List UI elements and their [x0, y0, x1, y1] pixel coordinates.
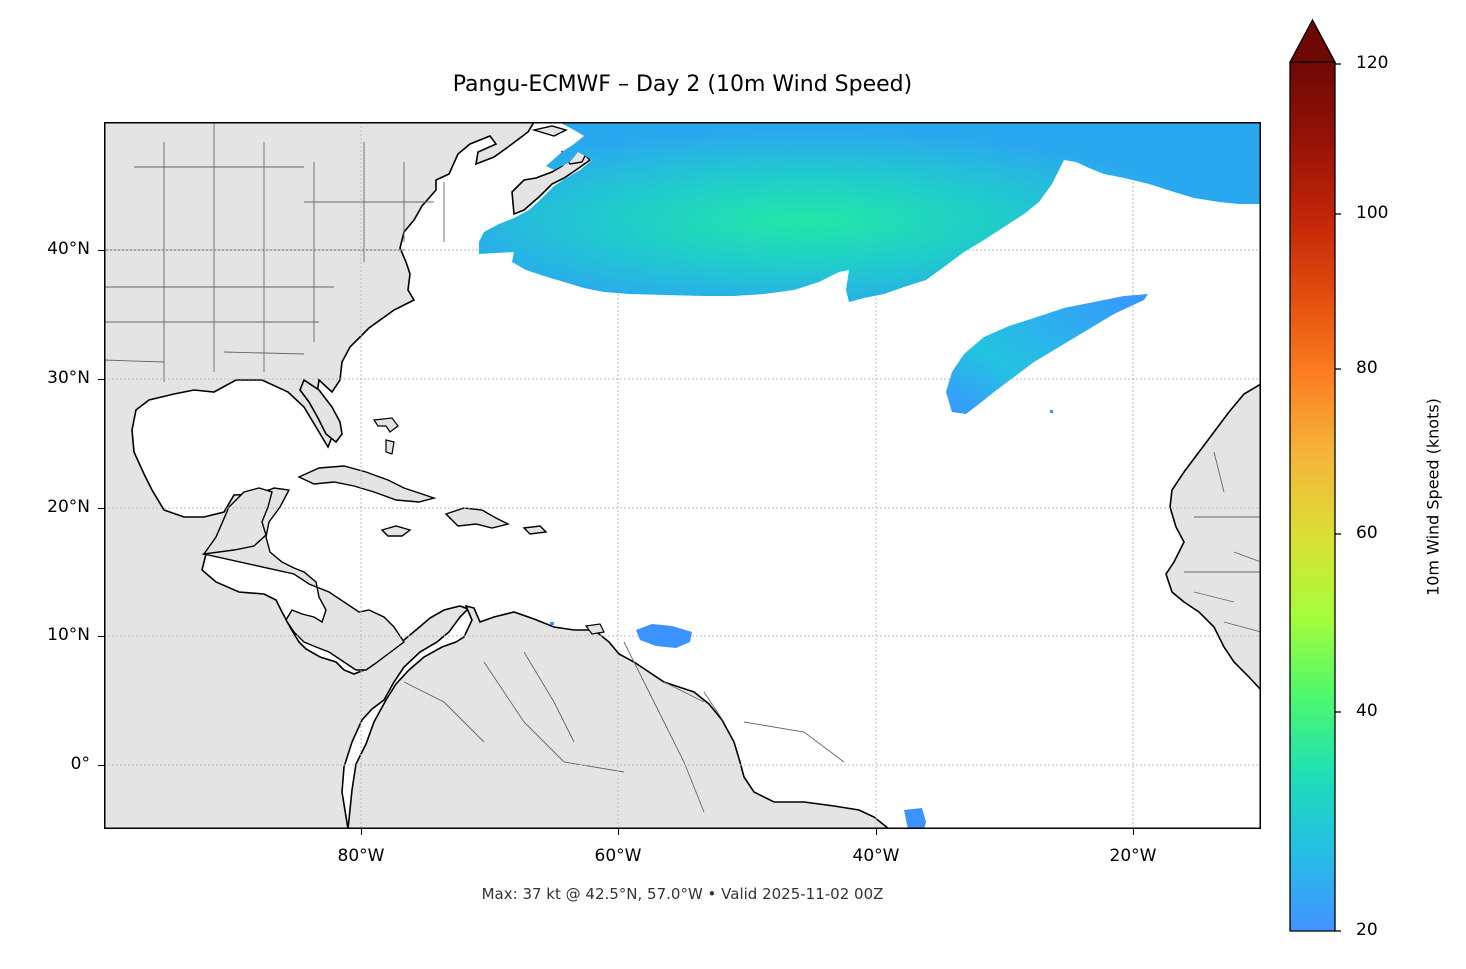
- x-tick-label: 80°W: [337, 846, 385, 866]
- wind-speck: [1050, 410, 1053, 413]
- wind-field: [479, 122, 1261, 829]
- land-yucatan: [202, 487, 273, 555]
- x-tick-mark: [361, 829, 362, 835]
- chart-title: Pangu-ECMWF – Day 2 (10m Wind Speed): [452, 72, 913, 97]
- wind-region-nw-atlantic: [479, 122, 1261, 302]
- land-africa: [1165, 383, 1261, 692]
- land-florida: [299, 378, 343, 444]
- colorbar-tick-label: 120: [1356, 53, 1389, 73]
- colorbar-tick-label: 20: [1356, 920, 1378, 940]
- political-borders: [104, 122, 1261, 813]
- y-tick-label: 10°N: [47, 625, 90, 645]
- colorbar-tick-label: 40: [1356, 701, 1378, 721]
- colorbar: [1288, 18, 1341, 932]
- y-tick-mark: [98, 636, 104, 637]
- colorbar-tick-label: 60: [1356, 523, 1378, 543]
- map-plot-area: [104, 122, 1261, 829]
- map-border: [104, 122, 1261, 829]
- wind-speck: [550, 622, 554, 625]
- land-anticosti: [531, 125, 568, 137]
- x-tick-mark: [618, 829, 619, 835]
- island-trinidad: [584, 623, 605, 635]
- island-jamaica: [380, 525, 412, 537]
- gridlines: [104, 122, 1261, 829]
- land-nova-scotia: [511, 151, 592, 216]
- y-tick-mark: [98, 508, 104, 509]
- x-tick-mark: [1133, 829, 1134, 835]
- y-tick-mark: [98, 379, 104, 380]
- island-hispaniola: [444, 507, 511, 529]
- colorbar-tick-label: 80: [1356, 358, 1378, 378]
- y-tick-mark: [98, 250, 104, 251]
- wind-region-ne-brazil: [904, 808, 926, 829]
- island-bahamas: [372, 417, 399, 455]
- colorbar-label: 10m Wind Speed (knots): [1423, 398, 1443, 596]
- wind-region-subtropical-streak: [946, 294, 1148, 414]
- y-tick-label: 40°N: [47, 239, 90, 259]
- colorbar-gradient: [1290, 62, 1335, 931]
- x-tick-label: 20°W: [1109, 846, 1157, 866]
- y-tick-label: 30°N: [47, 368, 90, 388]
- land-north-america: [104, 122, 535, 829]
- land-south-america: [347, 604, 891, 829]
- colorbar-extend-arrow: [1288, 18, 1337, 63]
- y-tick-label: 0°: [70, 754, 90, 774]
- wind-region-ne-south-america: [636, 624, 692, 648]
- y-tick-mark: [98, 765, 104, 766]
- colorbar-border: [1289, 62, 1336, 932]
- colorbar-tick-label: 100: [1356, 203, 1389, 223]
- island-puerto-rico: [522, 525, 548, 535]
- island-cuba: [297, 465, 437, 503]
- x-tick-label: 40°W: [852, 846, 900, 866]
- x-tick-label: 60°W: [594, 846, 642, 866]
- max-info-caption: Max: 37 kt @ 42.5°N, 57.0°W • Valid 2025…: [481, 885, 884, 903]
- y-tick-label: 20°N: [47, 497, 90, 517]
- x-tick-mark: [876, 829, 877, 835]
